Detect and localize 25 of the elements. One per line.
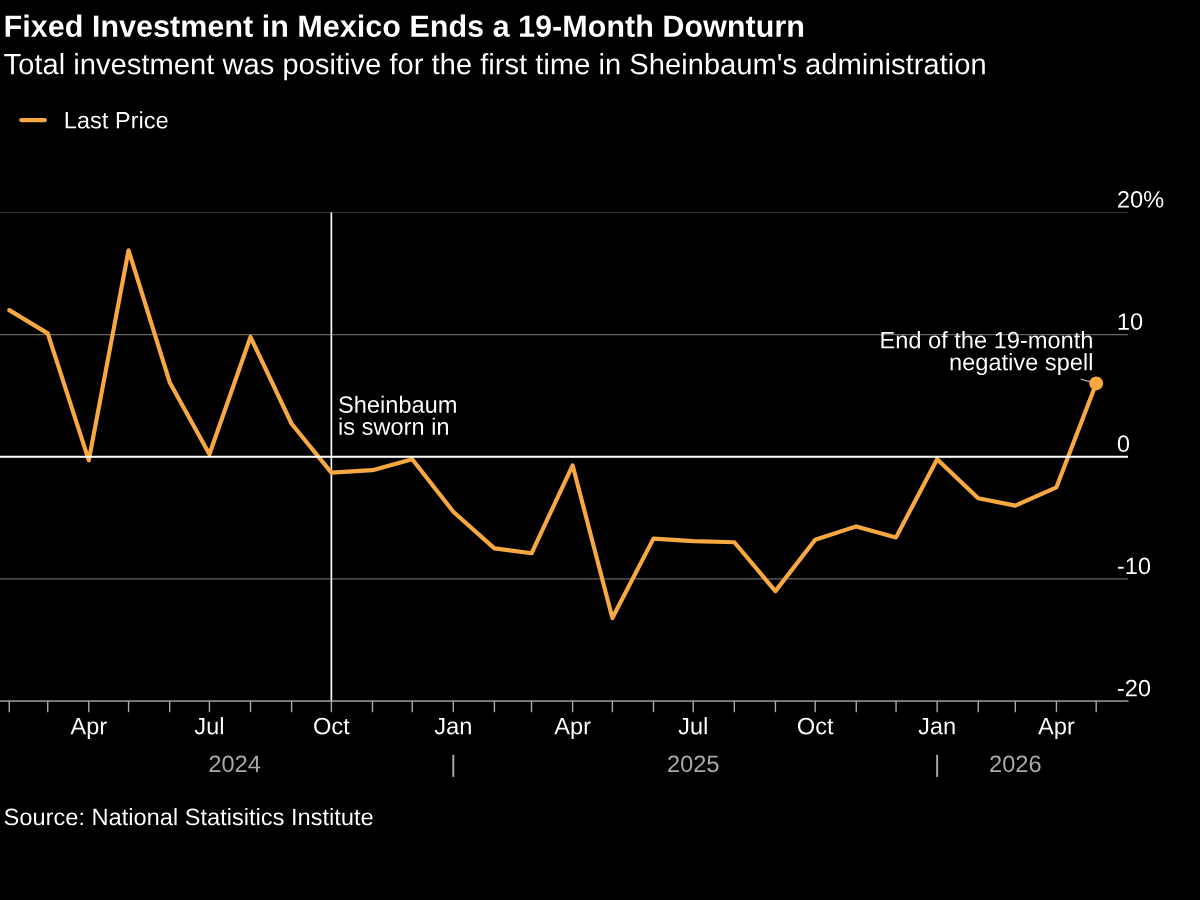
x-tick-label: Jul: [194, 717, 223, 735]
x2-tick-label: 2026: [990, 755, 1041, 773]
chart-subtitle: Total investment was positive for the first time in Sheinbaum's administration: [4, 53, 985, 81]
x2-tick-label: 2024: [209, 755, 261, 773]
y-tick-label: -10: [1117, 557, 1151, 575]
x-tick-label: Jul: [678, 717, 707, 735]
x-tick-label: Oct: [797, 717, 834, 735]
y-tick-label: 0: [1117, 435, 1130, 453]
x2-tick-label: |: [936, 754, 939, 777]
y-tick-label: -20: [1117, 679, 1151, 697]
x2-tick-label: 2025: [668, 755, 719, 773]
x-tick-label: Oct: [314, 717, 350, 735]
ref-line-label: Sheinbaum is sworn in: [339, 395, 456, 435]
x-tick-label: Apr: [554, 717, 591, 740]
x-tick-label: Apr: [70, 717, 107, 740]
x2-tick-label: |: [452, 754, 455, 777]
y-tick-label: 20%: [1118, 191, 1164, 208]
x-tick-label: Jan: [918, 717, 955, 735]
chart-title: Fixed Investment in Mexico Ends a 19-Month Downturn: [5, 14, 804, 37]
legend-label: Last Price: [65, 111, 168, 129]
annotation: End of the 19-month negative spell: [881, 331, 1092, 376]
source-note: Source: National Statisitics Institute: [4, 807, 373, 826]
x-tick-label: Apr: [1038, 717, 1075, 740]
y-tick-label: 10: [1118, 313, 1143, 330]
x-tick-label: Jan: [434, 717, 471, 735]
